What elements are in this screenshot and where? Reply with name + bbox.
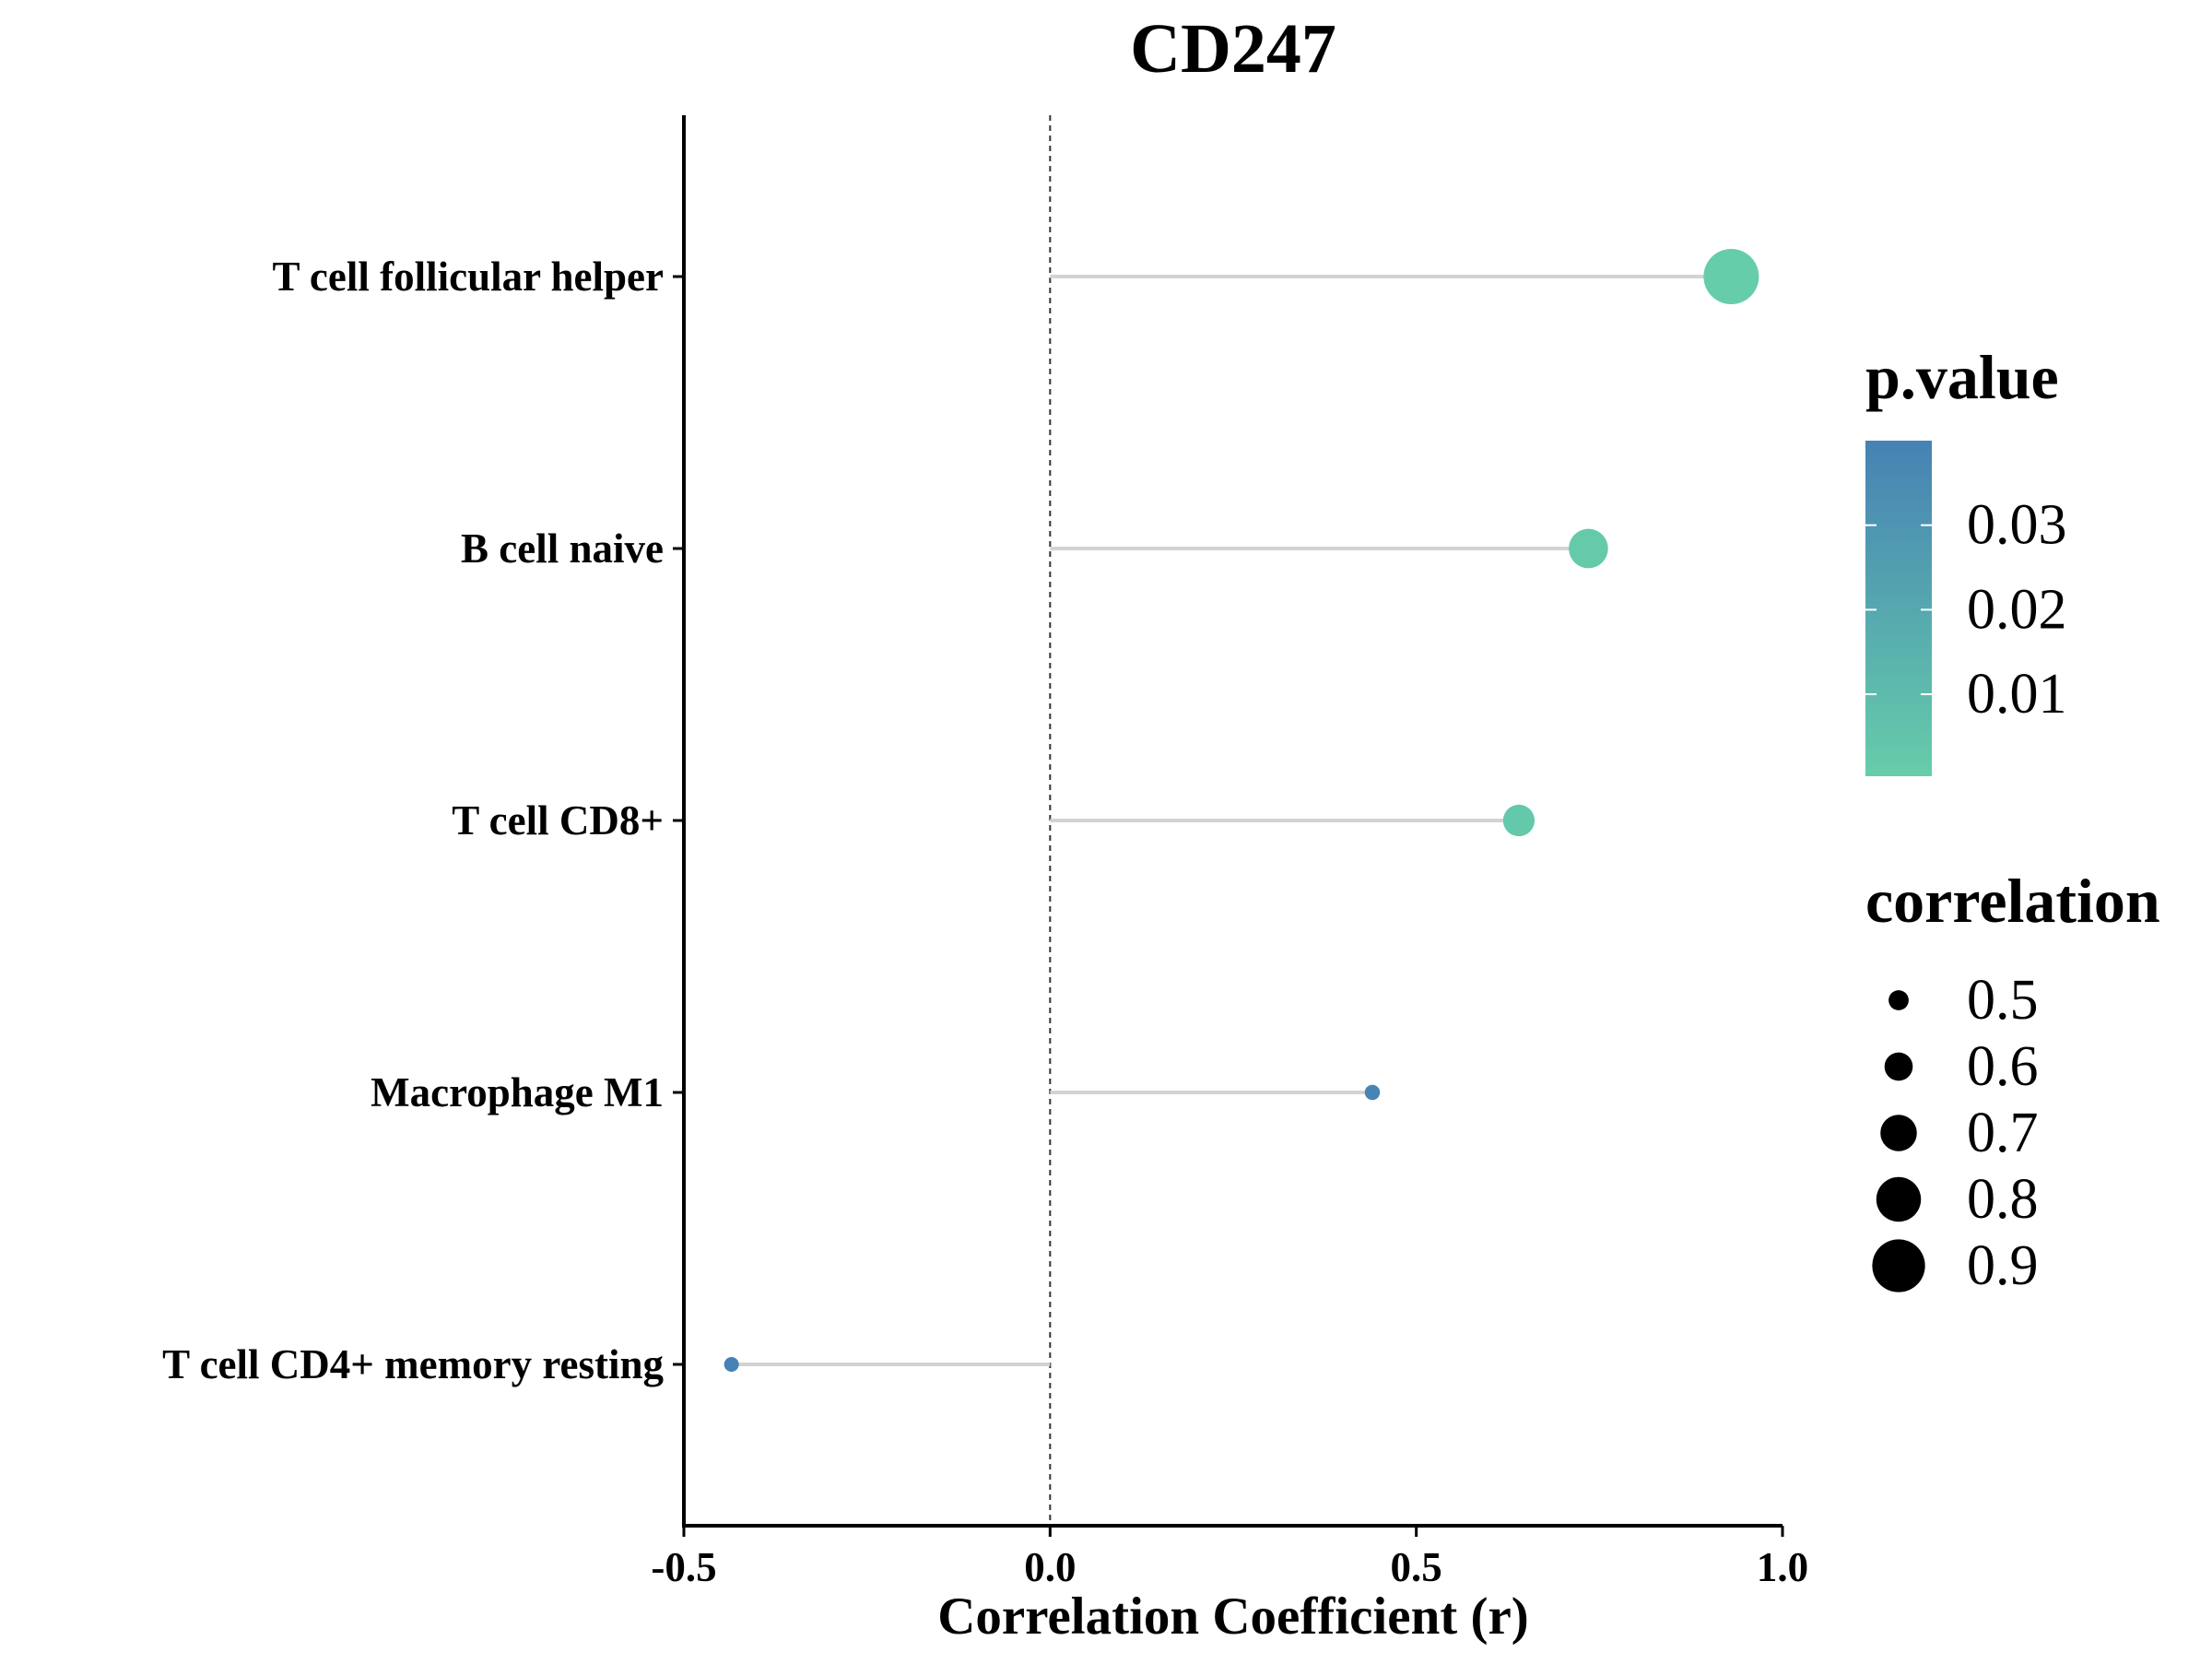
color-legend-bar bbox=[1865, 441, 1932, 776]
lollipop-point bbox=[1364, 1084, 1381, 1101]
y-tick-label: T cell CD4+ memory resting bbox=[162, 1341, 664, 1387]
color-legend-label: 0.03 bbox=[1967, 494, 2067, 557]
lollipop-point bbox=[724, 1357, 739, 1372]
color-legend-label: 0.01 bbox=[1967, 663, 2067, 726]
x-tick-label: 1.0 bbox=[1757, 1544, 1808, 1590]
size-legend-label: 0.8 bbox=[1967, 1168, 2039, 1231]
size-legend-dot bbox=[1876, 1176, 1922, 1222]
size-legend-label: 0.5 bbox=[1967, 969, 2039, 1032]
size-legend-label: 0.6 bbox=[1967, 1035, 2039, 1098]
chart-title: CD247 bbox=[1130, 10, 1336, 88]
size-legend-title: correlation bbox=[1865, 866, 2160, 936]
lollipop-point bbox=[1703, 249, 1759, 304]
lollipop-point bbox=[1502, 804, 1535, 837]
x-tick-label: -0.5 bbox=[651, 1544, 716, 1590]
y-tick-label: B cell naive bbox=[461, 525, 664, 572]
x-axis-label: Correlation Coefficient (r) bbox=[937, 1587, 1529, 1646]
size-legend-dot bbox=[1872, 1239, 1925, 1292]
color-legend-title: p.value bbox=[1865, 342, 2059, 412]
x-tick-label: 0.5 bbox=[1391, 1544, 1442, 1590]
size-legend-label: 0.7 bbox=[1967, 1102, 2039, 1164]
size-legend-dot bbox=[1888, 990, 1909, 1010]
x-tick-label: 0.0 bbox=[1024, 1544, 1076, 1590]
y-tick-label: T cell CD8+ bbox=[452, 797, 664, 844]
legend: p.value0.030.020.01correlation0.50.60.70… bbox=[1865, 342, 2160, 1297]
size-legend-dot bbox=[1884, 1052, 1913, 1081]
axes: T cell follicular helper B cell naive T ce… bbox=[162, 115, 1808, 1590]
color-legend-label: 0.02 bbox=[1967, 578, 2067, 641]
y-tick-label: Macrophage M1 bbox=[371, 1069, 664, 1115]
plot-area bbox=[724, 115, 1759, 1526]
size-legend-label: 0.9 bbox=[1967, 1234, 2039, 1297]
y-tick-label: T cell follicular helper bbox=[272, 254, 664, 300]
lollipop-point bbox=[1569, 528, 1608, 569]
size-legend-dot bbox=[1880, 1115, 1917, 1151]
